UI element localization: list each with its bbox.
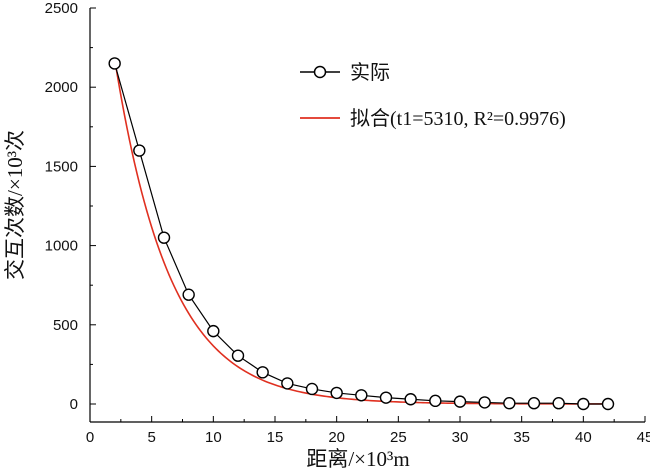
x-tick-label: 5 — [147, 429, 155, 446]
y-tick-label: 500 — [53, 317, 78, 334]
x-axis-ticks: 0 5 10 15 20 25 30 35 40 45 — [86, 416, 650, 446]
series-actual — [108, 57, 615, 411]
actual-point — [231, 349, 245, 362]
actual-point — [503, 397, 516, 410]
actual-point — [157, 231, 171, 244]
actual-point — [305, 382, 319, 396]
x-tick-label: 25 — [390, 429, 407, 446]
x-axis-title: 距离/×10³m — [306, 447, 409, 471]
actual-point — [453, 395, 467, 408]
actual-point — [404, 393, 417, 406]
actual-point — [379, 391, 393, 404]
y-tick-label: 2000 — [45, 79, 78, 96]
actual-point — [207, 324, 220, 338]
actual-point — [133, 144, 146, 157]
x-tick-label: 30 — [452, 429, 469, 446]
actual-point — [281, 377, 294, 390]
actual-point — [256, 366, 269, 379]
x-tick-label: 15 — [267, 429, 284, 446]
y-tick-label: 1000 — [45, 238, 78, 255]
y-tick-label: 2500 — [45, 0, 78, 17]
actual-point — [577, 397, 590, 411]
actual-point — [527, 397, 541, 410]
actual-point — [478, 396, 491, 409]
actual-point — [601, 397, 615, 411]
y-axis-ticks: 0 500 1000 1500 2000 2500 — [45, 0, 96, 413]
actual-point — [330, 386, 343, 400]
y-tick-label: 0 — [70, 396, 78, 413]
actual-point — [552, 397, 565, 410]
x-tick-label: 35 — [513, 429, 530, 446]
legend: 实际 拟合(t1=5310, R²=0.9976) — [300, 61, 566, 130]
x-tick-label: 0 — [86, 429, 94, 446]
y-axis-title: 交互次数/×10³次 — [3, 130, 27, 280]
actual-point — [182, 288, 195, 301]
actual-point — [108, 57, 121, 70]
x-tick-label: 10 — [205, 429, 222, 446]
legend-fit-label: 拟合(t1=5310, R²=0.9976) — [350, 107, 566, 130]
actual-point — [429, 394, 442, 408]
legend-actual-marker — [313, 65, 327, 79]
x-tick-label: 45 — [637, 429, 650, 446]
x-tick-label: 20 — [328, 429, 345, 446]
y-tick-label: 1500 — [45, 158, 78, 175]
actual-point — [355, 389, 368, 402]
x-tick-label: 40 — [575, 429, 592, 446]
legend-actual-label: 实际 — [350, 61, 390, 84]
